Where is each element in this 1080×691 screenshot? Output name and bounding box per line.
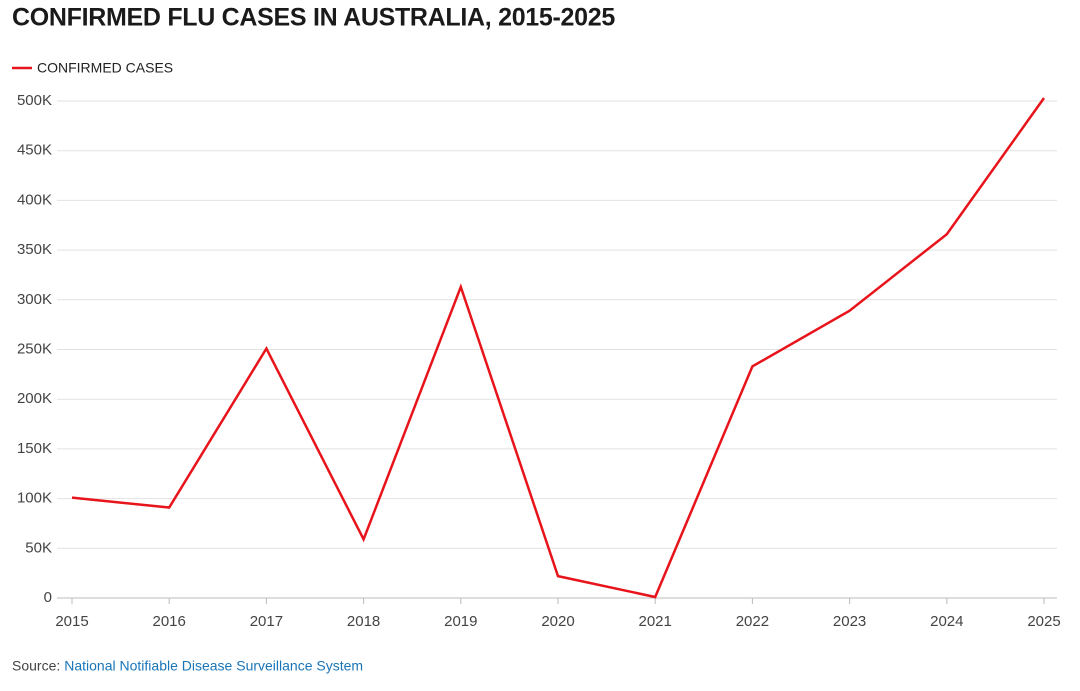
y-tick-label: 300K — [17, 291, 52, 308]
y-tick-label: 250K — [17, 340, 52, 357]
x-tick-label: 2017 — [250, 613, 283, 630]
x-tick-label: 2020 — [541, 613, 574, 630]
y-tick-label: 400K — [17, 191, 52, 208]
y-tick-label: 450K — [17, 142, 52, 159]
y-tick-label: 350K — [17, 241, 52, 258]
source-link[interactable]: National Notifiable Disease Surveillance… — [64, 658, 363, 674]
data-line — [71, 97, 1046, 599]
x-tick-label: 2019 — [444, 613, 477, 630]
source-label: Source: — [12, 658, 60, 674]
x-tick-label: 2022 — [736, 613, 769, 630]
y-tick-label: 150K — [17, 440, 52, 457]
y-tick-label: 0 — [44, 589, 52, 606]
x-tick-label: 2024 — [930, 613, 963, 630]
x-tick-label: 2021 — [639, 613, 672, 630]
x-tick-label: 2023 — [833, 613, 866, 630]
y-tick-label: 50K — [25, 539, 52, 556]
y-tick-label: 100K — [17, 490, 52, 507]
x-tick-label: 2018 — [347, 613, 380, 630]
y-tick-label: 500K — [17, 92, 52, 109]
x-tick-label: 2016 — [153, 613, 186, 630]
y-tick-label: 200K — [17, 390, 52, 407]
x-tick-label: 2015 — [55, 613, 88, 630]
x-tick-label: 2025 — [1027, 613, 1060, 630]
chart-title: CONFIRMED FLU CASES IN AUSTRALIA, 2015-2… — [12, 4, 615, 32]
legend-label: CONFIRMED CASES — [37, 60, 173, 76]
